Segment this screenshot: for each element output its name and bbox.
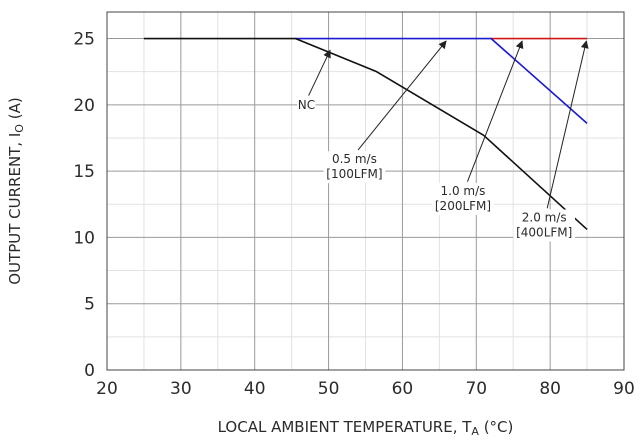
x-axis-title: LOCAL AMBIENT TEMPERATURE, TA (°C) — [218, 418, 514, 438]
y-tick-label: 25 — [73, 30, 95, 50]
x-tick-labels: 20 30 40 50 60 70 80 90 — [96, 379, 635, 399]
annotation-label-background — [432, 182, 494, 215]
x-axis-title-subscript: A — [471, 425, 479, 438]
y-tick-label: 0 — [84, 361, 95, 381]
annotation-label-background — [513, 209, 576, 242]
annotation-label: [400LFM] — [516, 225, 572, 239]
annotation-label-background — [297, 96, 316, 114]
annotation-arrow — [466, 40, 524, 182]
y-axis-title: OUTPUT CURRENT, IO (A) — [6, 97, 26, 284]
y-tick-labels: 0 5 10 15 20 25 — [73, 30, 95, 381]
y-tick-label: 15 — [73, 162, 95, 182]
minor-grid — [107, 12, 624, 370]
x-tick-label: 70 — [465, 379, 487, 399]
y-axis-title-main: OUTPUT CURRENT, I — [6, 133, 24, 285]
x-tick-label: 60 — [392, 379, 414, 399]
annotation-label: 1.0 m/s — [441, 184, 486, 198]
x-tick-label: 80 — [539, 379, 561, 399]
y-axis-title-subscript: O — [13, 124, 26, 133]
annotation-label: [100LFM] — [326, 167, 382, 181]
annotation-layer: NC 0.5 m/s[100LFM] 1.0 m/s[200LFM] 2.0 m/s[… — [297, 40, 589, 242]
series-line — [143, 37, 588, 231]
x-tick-label: 50 — [318, 379, 340, 399]
annotation-label: 0.5 m/s — [332, 152, 377, 166]
series-layer — [143, 37, 588, 231]
annotation-arrow — [546, 40, 589, 209]
series-line — [295, 37, 588, 124]
annotation-arrow — [357, 40, 447, 151]
x-axis-title-unit: (°C) — [479, 418, 513, 436]
x-tick-label: 40 — [244, 379, 266, 399]
x-tick-label: 30 — [170, 379, 192, 399]
y-tick-label: 20 — [73, 96, 95, 116]
y-axis-title-unit: (A) — [6, 97, 24, 124]
x-tick-label: 20 — [96, 379, 118, 399]
y-tick-label: 5 — [84, 295, 95, 315]
annotation-label: [200LFM] — [435, 199, 491, 213]
plot-frame — [106, 11, 625, 371]
annotation-label-background — [323, 151, 386, 184]
x-axis-title-main: LOCAL AMBIENT TEMPERATURE, T — [218, 418, 473, 436]
annotation-arrow — [308, 49, 331, 96]
y-tick-label: 10 — [73, 228, 95, 248]
annotation-label: 2.0 m/s — [522, 210, 567, 224]
annotation-label: NC — [298, 98, 315, 112]
x-tick-label: 90 — [613, 379, 635, 399]
